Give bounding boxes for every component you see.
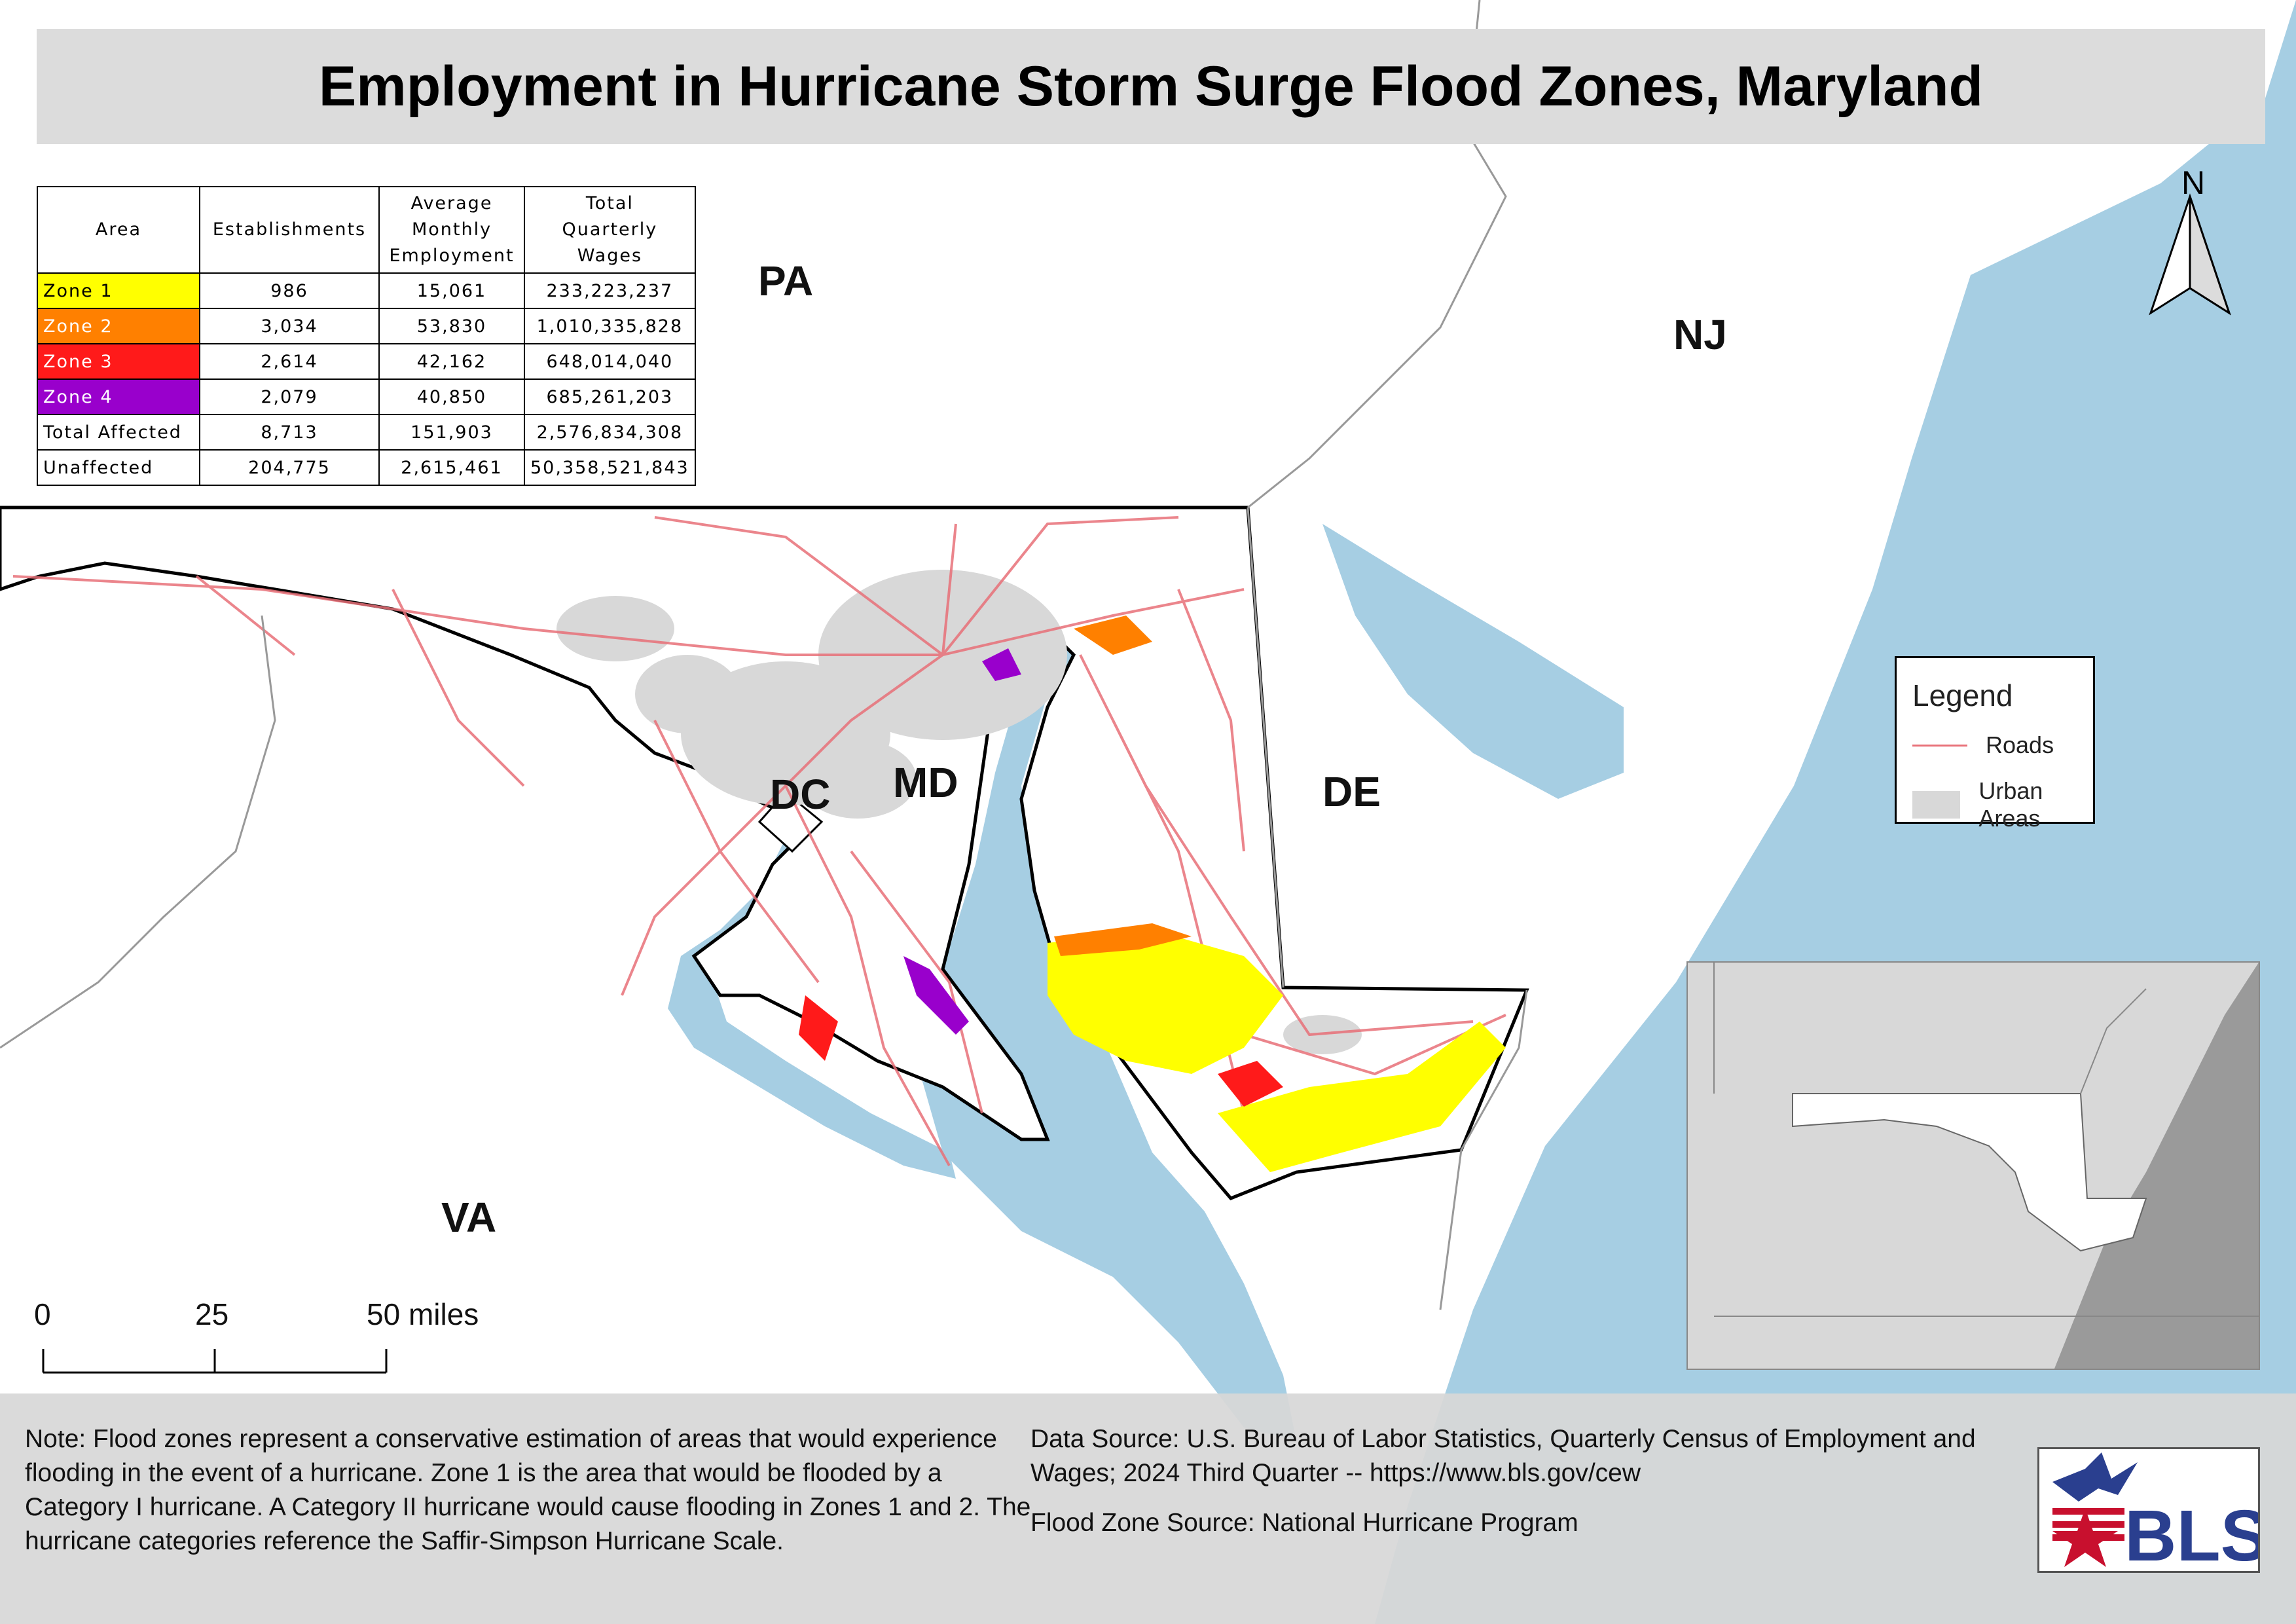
legend-label: Roads — [1986, 731, 2054, 758]
table-cell: 1,010,335,828 — [524, 308, 696, 344]
legend: Legend Roads Urban Areas — [1895, 656, 2095, 832]
inset-ocean — [2054, 963, 2259, 1369]
scale-label-0: 0 — [34, 1297, 51, 1331]
state-label-nj: NJ — [1673, 311, 1727, 358]
flood-zone-3 — [799, 995, 838, 1061]
unaffected-label: Unaffected — [37, 449, 200, 486]
flood-zone-2 — [1074, 616, 1152, 655]
scale-bar — [42, 1349, 388, 1374]
inset-maryland — [1792, 1093, 2147, 1252]
table-cell: 42,162 — [378, 343, 525, 380]
table-header-row: Area Establishments Average Monthly Empl… — [37, 186, 696, 274]
table-cell: 15,061 — [378, 272, 525, 309]
zone-2-label: Zone 2 — [37, 308, 200, 344]
bls-logo: BLS — [2037, 1447, 2269, 1576]
employment-table: Area Establishments Average Monthly Empl… — [37, 186, 696, 486]
header-area: Area — [37, 186, 200, 274]
delaware-bay — [1322, 524, 1624, 799]
inset-locator-map — [1686, 961, 2260, 1370]
flood-zone-3 — [1218, 1061, 1283, 1107]
urban-swatch — [1912, 791, 1961, 819]
table-row: Zone 4 2,079 40,850 685,261,203 — [37, 378, 696, 415]
table-cell: 3,034 — [199, 308, 380, 344]
footer-note: Note: Flood zones represent a conservati… — [25, 1425, 1031, 1555]
table-cell: 685,261,203 — [524, 378, 696, 415]
scale-label-50: 50 miles — [367, 1297, 479, 1331]
table-cell: 233,223,237 — [524, 272, 696, 309]
legend-title: Legend — [1912, 678, 2013, 712]
roads — [12, 516, 1506, 1166]
flood-zone-1 — [1048, 930, 1283, 1074]
data-source: Data Source: U.S. Bureau of Labor Statis… — [1030, 1425, 1976, 1487]
table-row: Zone 2 3,034 53,830 1,010,335,828 — [37, 308, 696, 344]
header-employment: Average Monthly Employment — [378, 186, 525, 274]
table-row: Total Affected 8,713 151,903 2,576,834,3… — [37, 414, 696, 451]
inset-boundaries — [1713, 963, 2259, 1317]
table-cell: 2,614 — [199, 343, 380, 380]
table-row: Unaffected 204,775 2,615,461 50,358,521,… — [37, 449, 696, 486]
zone-4-label: Zone 4 — [37, 378, 200, 415]
flood-zone-source: Flood Zone Source: National Hurricane Pr… — [1030, 1509, 1578, 1537]
urban-areas — [556, 570, 1362, 1054]
dc-boundary — [757, 790, 824, 853]
map-title: Employment in Hurricane Storm Surge Floo… — [318, 54, 1984, 118]
zone-1-label: Zone 1 — [37, 272, 200, 309]
zone-3-label: Zone 3 — [37, 343, 200, 380]
table-cell: 648,014,040 — [524, 343, 696, 380]
legend-item-roads: Roads — [1912, 731, 2054, 759]
bls-logo-icon: BLS — [2052, 1452, 2269, 1576]
flood-zone-1 — [1218, 1022, 1506, 1172]
flood-zone-2 — [1054, 923, 1192, 956]
state-label-pa: PA — [758, 257, 814, 304]
table-cell: 50,358,521,843 — [524, 449, 696, 486]
state-label-md: MD — [893, 759, 958, 806]
total-affected-label: Total Affected — [37, 414, 200, 451]
scale-label-25: 25 — [195, 1297, 229, 1331]
title-bar: Employment in Hurricane Storm Surge Floo… — [37, 29, 2265, 144]
header-establishments: Establishments — [199, 186, 380, 274]
table-row: Zone 3 2,614 42,162 648,014,040 — [37, 343, 696, 380]
inset-map-svg — [1688, 963, 2259, 1369]
table-cell: 204,775 — [199, 449, 380, 486]
flood-zones — [799, 616, 1506, 1172]
footer-panel — [0, 1393, 2296, 1624]
state-label-va: VA — [441, 1194, 497, 1241]
table-cell: 2,576,834,308 — [524, 414, 696, 451]
flood-zone-4 — [903, 956, 969, 1035]
bls-logo-text: BLS — [2124, 1496, 2258, 1571]
legend-item-urban: Urban Areas — [1912, 777, 2093, 832]
table-row: Zone 1 986 15,061 233,223,237 — [37, 272, 696, 309]
header-wages: Total Quarterly Wages — [524, 186, 696, 274]
north-arrow-icon — [2149, 193, 2231, 316]
table-cell: 151,903 — [378, 414, 525, 451]
chesapeake-bay — [917, 609, 1296, 1441]
north-label: N — [2181, 164, 2205, 201]
table-cell: 986 — [199, 272, 380, 309]
table-cell: 2,615,461 — [378, 449, 525, 486]
state-label-dc: DC — [770, 771, 831, 818]
table-cell: 40,850 — [378, 378, 525, 415]
roads-swatch — [1912, 744, 1967, 747]
table-cell: 8,713 — [199, 414, 380, 451]
state-label-de: DE — [1322, 768, 1381, 815]
atlantic-ocean — [1375, 0, 2296, 1624]
state-boundaries — [0, 0, 1528, 1310]
table-cell: 2,079 — [199, 378, 380, 415]
flood-zone-4 — [982, 648, 1021, 681]
legend-label: Urban Areas — [1978, 777, 2043, 832]
table-cell: 53,830 — [378, 308, 525, 344]
